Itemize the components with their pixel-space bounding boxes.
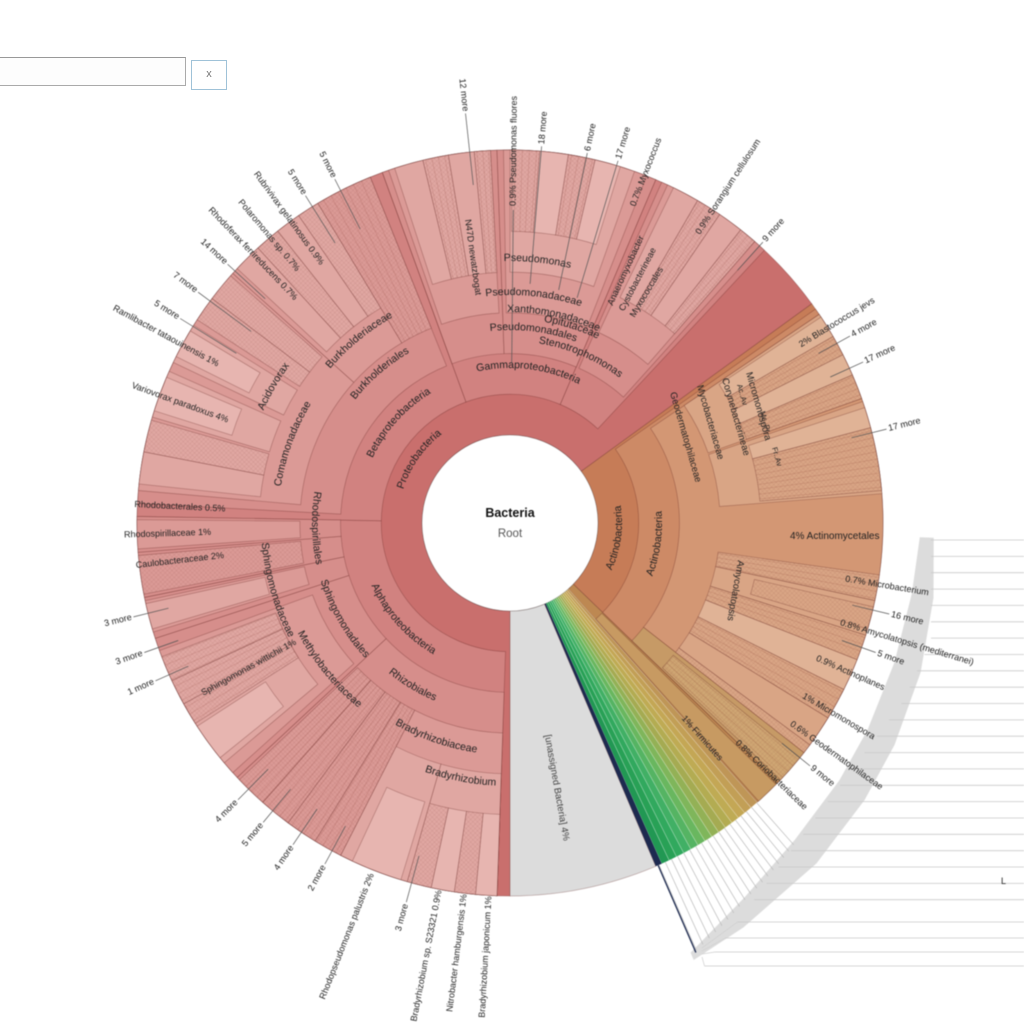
svg-text:0.9% Pseudomonas fluores: 0.9% Pseudomonas fluores [508, 95, 519, 206]
svg-text:4% Actinomycetales: 4% Actinomycetales [790, 531, 880, 542]
svg-text:Rhodospirillales: Rhodospirillales [309, 491, 325, 566]
svg-text:Root: Root [498, 528, 523, 540]
svg-text:L: L [1001, 876, 1006, 886]
svg-text:12 more: 12 more [457, 78, 471, 112]
svg-text:Rhodobacterales 0.5%: Rhodobacterales 0.5% [134, 499, 225, 513]
svg-text:Bacteria: Bacteria [485, 506, 535, 520]
svg-text:Rhodospirillaceae 1%: Rhodospirillaceae 1% [124, 527, 211, 540]
svg-text:18 more: 18 more [536, 111, 549, 145]
